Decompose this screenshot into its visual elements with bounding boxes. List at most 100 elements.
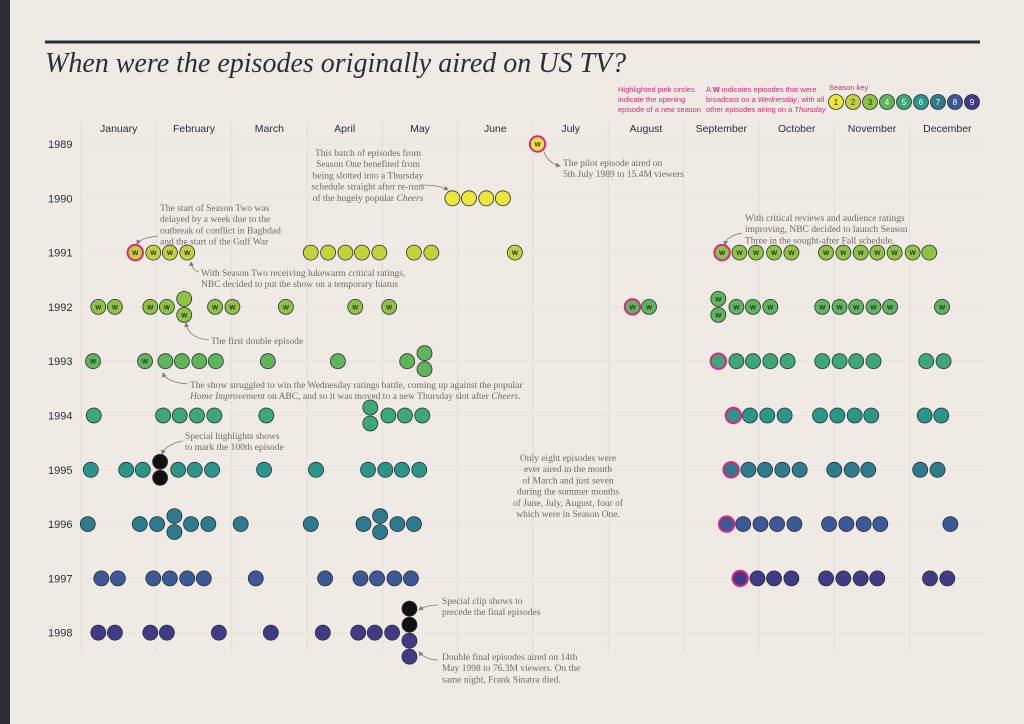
episode-dot xyxy=(152,469,169,486)
legend-text-part: A xyxy=(706,85,713,94)
wednesday-mark: W xyxy=(164,304,171,311)
episode-dot xyxy=(869,570,886,587)
episode-dot xyxy=(444,190,461,207)
episode-dot xyxy=(278,298,294,315)
episode-dot xyxy=(371,244,388,261)
episode-dot xyxy=(724,406,743,425)
wednesday-mark: W xyxy=(95,304,102,311)
episode-dot xyxy=(835,570,852,587)
legend-text-part: Wednesday xyxy=(758,95,799,104)
episode-dot xyxy=(354,244,370,261)
annotation: Season One benefited from xyxy=(316,159,420,170)
episode-dot xyxy=(791,461,808,478)
wednesday-mark: W xyxy=(181,312,188,319)
episode-dot xyxy=(152,453,169,470)
episode-dot xyxy=(831,298,848,315)
wednesday-mark: W xyxy=(733,304,740,311)
episode-dot xyxy=(347,298,364,315)
episode-dot xyxy=(302,244,319,261)
episode-dot xyxy=(710,306,727,323)
legend-text-part: other episodes airing on a xyxy=(706,105,794,114)
episode-dot xyxy=(258,407,275,424)
episode-dot xyxy=(403,570,419,587)
episode-dot xyxy=(126,243,144,262)
episode-dot xyxy=(207,353,224,370)
year-label: 1992 xyxy=(48,302,72,314)
wednesday-mark: W xyxy=(788,250,795,257)
episode-dot xyxy=(414,407,431,424)
episode-dot xyxy=(912,461,929,478)
annotation-part: Home Improvement xyxy=(189,392,265,402)
episode-dot xyxy=(161,244,178,261)
episode-dot xyxy=(728,298,745,315)
episode-dot xyxy=(752,516,769,532)
annotation: same night, Frank Sinatra died. xyxy=(442,675,561,685)
episode-dot xyxy=(380,407,397,424)
episode-dot xyxy=(166,524,183,540)
episode-dot xyxy=(377,461,394,478)
episode-dot xyxy=(85,353,101,370)
episode-dot xyxy=(360,461,376,478)
season-key-dot xyxy=(845,94,861,110)
season-key-label: 8 xyxy=(953,98,958,107)
episode-dot xyxy=(865,353,882,370)
wednesday-mark: W xyxy=(132,250,139,257)
episode-dot xyxy=(942,516,959,532)
wednesday-mark: W xyxy=(858,250,865,257)
month-label: June xyxy=(484,123,507,135)
episode-dot xyxy=(814,298,831,315)
annotation: This batch of episodes from xyxy=(315,148,422,159)
episode-dot xyxy=(461,190,477,207)
wednesday-mark: W xyxy=(147,304,154,311)
annotation: outbreak of conflict in Baghdad xyxy=(160,225,281,236)
episode-dot xyxy=(401,632,418,649)
episode-dot xyxy=(783,244,800,261)
episode-dot xyxy=(929,461,946,478)
season-key-label: 2 xyxy=(851,98,856,107)
episode-dot xyxy=(369,570,385,587)
wednesday-mark: W xyxy=(753,250,760,257)
episode-dot xyxy=(158,624,175,641)
episode-dot xyxy=(118,461,135,478)
episode-dot xyxy=(259,353,276,370)
month-label: November xyxy=(848,123,897,135)
annotation-part: Cheers xyxy=(396,194,423,204)
episode-dot xyxy=(710,290,727,307)
wednesday-mark: W xyxy=(629,304,636,311)
year-label: 1994 xyxy=(48,411,72,423)
episode-dot xyxy=(85,407,102,424)
wednesday-mark: W xyxy=(229,304,236,311)
season-key-dot xyxy=(828,94,844,110)
annotation-part: Cheers xyxy=(491,392,518,402)
episode-dot xyxy=(232,516,249,532)
episode-dot xyxy=(818,244,834,261)
episode-dot xyxy=(934,298,950,315)
episode-dot xyxy=(411,461,428,478)
episode-dot xyxy=(372,508,388,524)
episode-dot xyxy=(855,516,872,532)
season-key-label: 9 xyxy=(970,98,975,107)
arrows xyxy=(136,151,743,661)
episode-dot xyxy=(846,407,863,424)
annotation: With Season Two receiving lukewarm criti… xyxy=(201,269,405,279)
season-key-dot xyxy=(964,94,980,110)
chart-title: When were the episodes originally aired … xyxy=(45,48,626,79)
year-label: 1991 xyxy=(48,248,72,260)
episode-dot xyxy=(783,570,800,587)
season-key-dot xyxy=(896,94,912,110)
season-key-label: 5 xyxy=(902,98,907,107)
year-label: 1990 xyxy=(48,193,72,205)
wednesday-mark: W xyxy=(736,250,743,257)
season-key-label: 6 xyxy=(919,98,924,107)
episode-dot xyxy=(93,570,110,587)
episode-dot xyxy=(735,516,752,532)
episode-dot xyxy=(766,570,782,587)
episode-dot xyxy=(869,244,886,261)
annotation: The pilot episode aired on xyxy=(563,159,662,169)
episode-dot xyxy=(145,244,162,261)
wednesday-mark: W xyxy=(819,304,826,311)
episode-dot xyxy=(821,516,837,532)
annotation: to mark the 100th episode xyxy=(185,443,284,453)
season-key-dot xyxy=(947,94,963,110)
episode-dot xyxy=(247,570,264,587)
